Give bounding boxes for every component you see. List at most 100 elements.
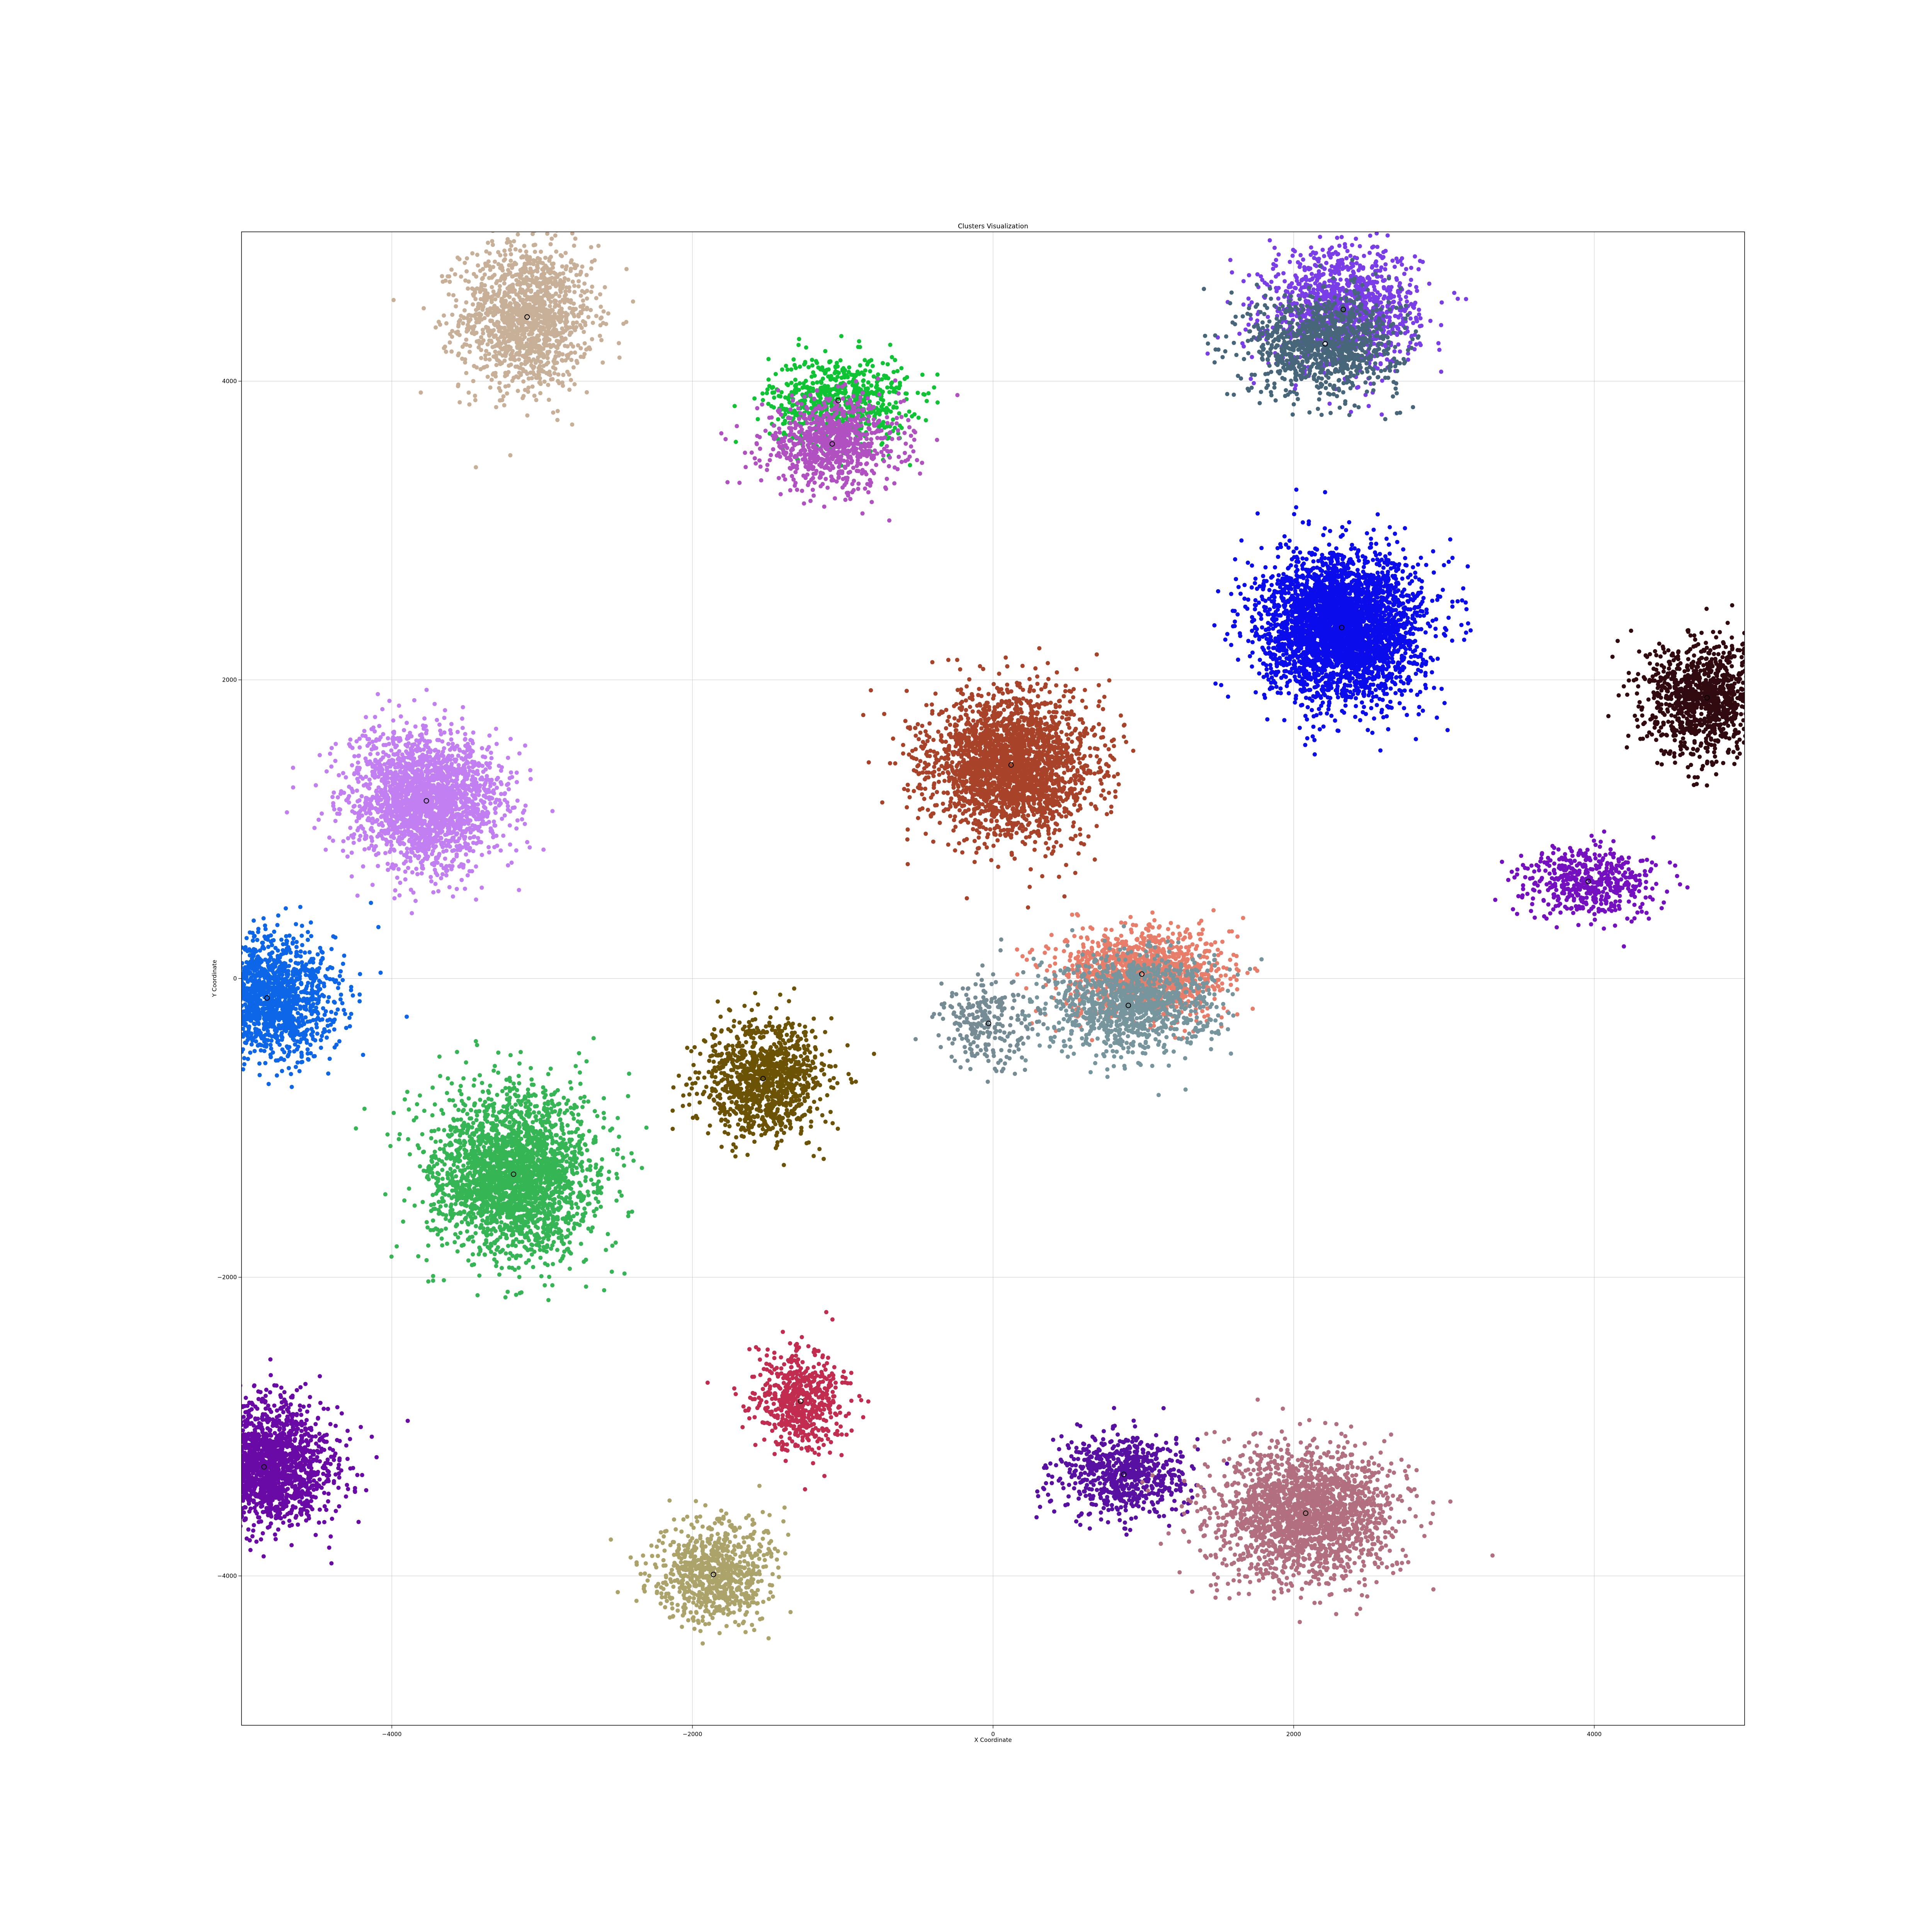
data-point [532, 310, 537, 315]
data-point [1265, 383, 1270, 388]
data-point [1403, 316, 1408, 321]
data-point [905, 375, 909, 379]
data-point [466, 286, 470, 291]
data-point [1295, 355, 1300, 360]
data-point [568, 298, 573, 303]
data-point [473, 290, 477, 294]
data-point [460, 344, 465, 349]
data-point [732, 404, 737, 408]
data-point [518, 248, 522, 253]
data-point [483, 301, 487, 305]
data-point [495, 279, 500, 284]
data-point [570, 310, 574, 315]
data-point [1416, 267, 1421, 272]
data-point [576, 284, 581, 289]
data-point [785, 367, 790, 372]
data-point [858, 363, 862, 368]
data-point [867, 414, 871, 419]
data-point [889, 422, 894, 426]
data-point [578, 354, 583, 359]
data-point [1391, 394, 1395, 399]
data-point [1299, 303, 1303, 308]
data-point [1392, 349, 1397, 354]
data-point [814, 433, 818, 437]
data-point [548, 315, 552, 320]
data-point [896, 454, 901, 459]
data-point [1408, 291, 1413, 295]
data-point [1307, 410, 1312, 415]
data-point [906, 418, 911, 422]
data-point [530, 339, 535, 344]
data-point [1335, 236, 1339, 240]
data-point [885, 421, 890, 425]
data-point [1265, 335, 1269, 340]
data-point [555, 409, 560, 413]
data-point [810, 363, 815, 368]
data-point [1282, 279, 1287, 284]
data-point [481, 331, 485, 336]
data-point [569, 330, 574, 335]
data-point [1299, 285, 1304, 290]
data-point [519, 255, 524, 260]
data-point [509, 252, 513, 257]
data-point [1276, 286, 1281, 290]
data-point [867, 391, 872, 396]
data-point [585, 306, 589, 310]
data-point [553, 301, 558, 305]
data-point [1365, 369, 1370, 374]
data-point [839, 334, 844, 338]
data-point [561, 372, 566, 377]
data-point [769, 415, 774, 420]
data-point [1344, 296, 1349, 300]
data-point [492, 273, 497, 277]
data-point [594, 296, 599, 301]
data-point [1408, 316, 1413, 321]
data-point [531, 316, 535, 321]
data-point [490, 285, 494, 289]
data-point [570, 232, 575, 236]
data-point [1313, 356, 1317, 361]
data-point [803, 361, 808, 365]
data-point [485, 342, 490, 347]
data-point [858, 399, 862, 403]
data-point [796, 452, 801, 456]
data-point [502, 403, 507, 408]
data-point [1330, 264, 1334, 269]
data-point [573, 350, 577, 355]
data-point [1391, 330, 1395, 335]
data-point [522, 320, 527, 325]
data-point [1205, 351, 1210, 356]
data-point [1354, 236, 1358, 241]
data-point [1366, 287, 1370, 292]
data-point [510, 318, 515, 323]
data-point [499, 296, 504, 301]
data-point [920, 372, 925, 377]
data-point [1417, 341, 1422, 346]
data-point [560, 358, 565, 363]
data-point [915, 458, 919, 463]
data-point [1255, 302, 1260, 307]
data-point [1405, 313, 1410, 317]
data-point [571, 321, 575, 326]
data-point [552, 371, 557, 376]
data-point [462, 308, 467, 313]
data-point [528, 261, 533, 266]
data-point [843, 466, 848, 470]
data-point [513, 300, 517, 305]
data-point [1391, 300, 1396, 304]
data-point [777, 426, 781, 431]
data-point [1383, 417, 1388, 422]
data-point [826, 384, 830, 389]
data-point [558, 280, 562, 285]
data-point [755, 417, 760, 422]
data-point [1377, 347, 1381, 351]
data-point [496, 294, 500, 298]
data-point [1344, 256, 1349, 260]
data-point [507, 363, 511, 368]
data-point [855, 454, 860, 459]
data-point [1290, 325, 1294, 330]
data-point [1272, 385, 1277, 390]
data-point [582, 290, 587, 295]
data-point [1328, 383, 1332, 387]
data-point [1354, 342, 1359, 347]
